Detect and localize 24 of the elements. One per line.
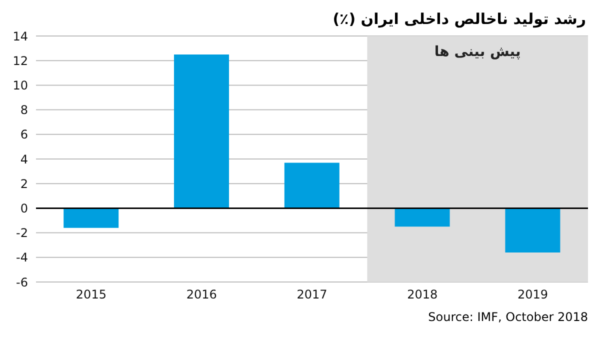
x-tick-label: 2015 [76,288,106,302]
y-tick-label: 14 [12,29,28,44]
x-tick-label: 2017 [296,288,328,302]
bar [174,54,229,208]
y-tick-label: 10 [12,78,28,92]
bar [394,208,450,227]
y-tick-label: -4 [16,250,28,265]
x-tick-label: 2018 [407,288,438,302]
y-tick-label: 8 [20,103,28,118]
y-tick-label: 2 [20,176,28,191]
y-tick-label: -2 [16,226,28,240]
y-tick-label: 4 [20,152,28,166]
chart-title: رشد تولید ناخالص داخلی ایران (٪) [332,10,586,28]
x-tick-label: 2016 [186,288,217,302]
y-tick-label: 6 [20,128,28,142]
bar [64,208,119,228]
y-tick-label: 12 [12,54,28,68]
y-tick-label: -6 [16,275,28,290]
band-label: پیش بینی ها [434,44,521,60]
source-note: Source: IMF, October 2018 [428,310,588,324]
bar [505,208,560,252]
x-tick-label: 2019 [518,288,548,302]
y-tick-label: 0 [20,201,28,216]
bar [284,162,340,208]
